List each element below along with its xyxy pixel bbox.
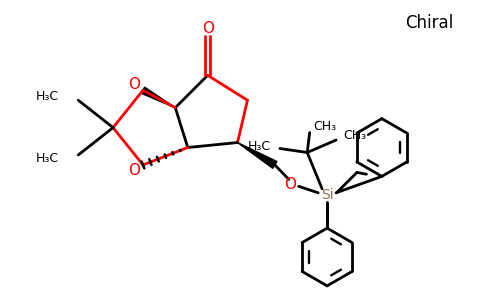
Polygon shape xyxy=(141,87,175,108)
Text: CH₃: CH₃ xyxy=(313,120,336,133)
Text: CH₃: CH₃ xyxy=(343,129,366,142)
Text: H₃C: H₃C xyxy=(36,152,60,166)
Text: O: O xyxy=(202,21,213,36)
Text: H₃C: H₃C xyxy=(36,90,60,103)
Text: O: O xyxy=(128,164,140,178)
Text: O: O xyxy=(128,77,140,92)
Text: Chiral: Chiral xyxy=(405,14,453,32)
Text: Si: Si xyxy=(321,188,333,202)
Text: O: O xyxy=(284,177,296,192)
Text: H₃C: H₃C xyxy=(248,140,272,153)
Polygon shape xyxy=(238,142,277,168)
